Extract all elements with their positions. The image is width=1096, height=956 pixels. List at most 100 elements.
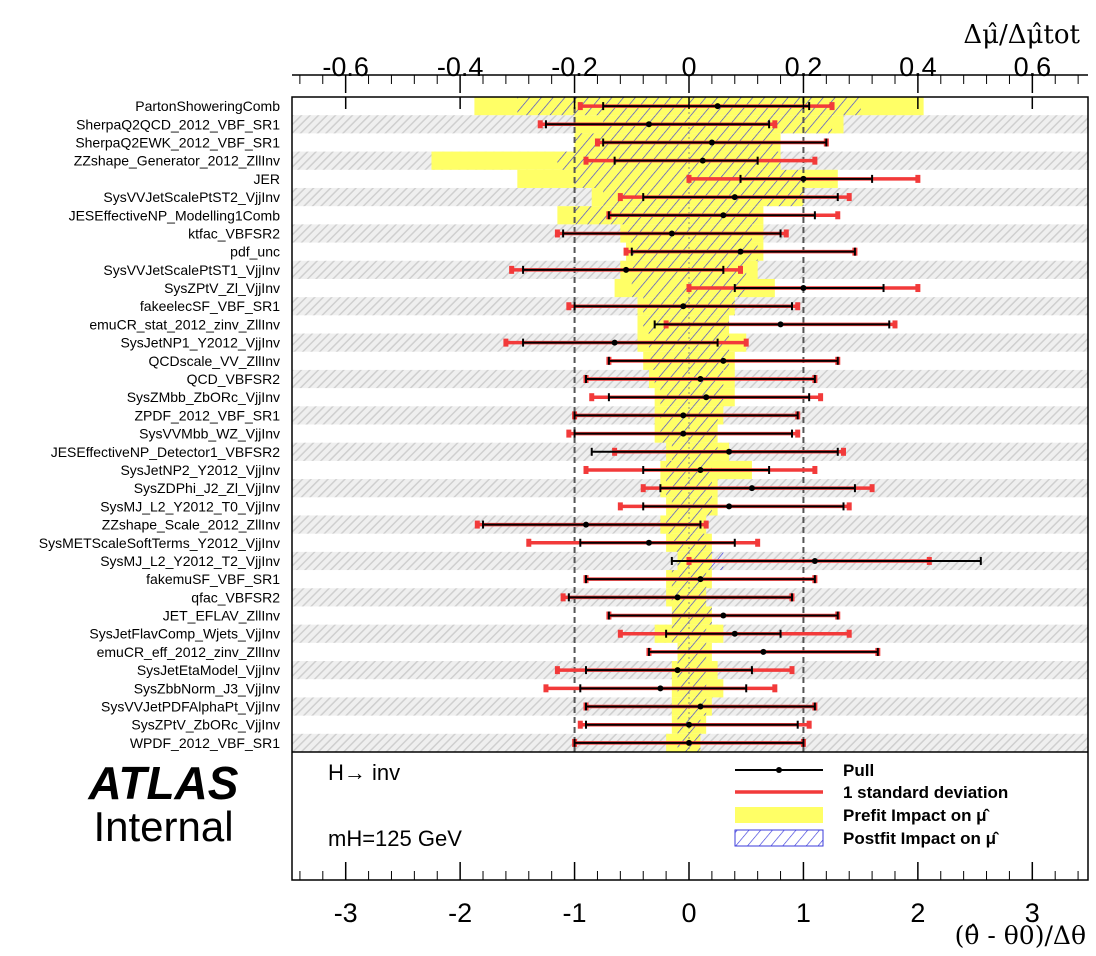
legend: H→ inv mH=125 GeV Pull 1 standard deviation… <box>328 760 1008 851</box>
pull-point <box>748 485 755 492</box>
pull-point <box>777 321 784 328</box>
sd-cap <box>783 229 789 238</box>
nuisance-parameter-label: SysZMbb_ZbORc_VjjInv <box>127 389 280 405</box>
nuisance-parameter-label: SherpaQ2EWK_2012_VBF_SR1 <box>75 134 280 150</box>
pull-point <box>686 739 692 746</box>
sd-cap <box>743 338 749 347</box>
pull-point <box>680 303 687 310</box>
sd-cap <box>617 193 623 202</box>
pull-point <box>714 103 721 110</box>
sd-cap <box>583 156 589 165</box>
sd-cap <box>835 211 841 220</box>
nuisance-parameter-label: ZZshape_Generator_2012_ZllInv <box>74 153 280 169</box>
nuisance-parameter-label: SysMJ_L2_Y2012_T2_VjjInv <box>100 553 280 569</box>
sd-cap <box>543 684 549 693</box>
pull-point <box>697 576 704 583</box>
nuisance-parameter-label: SysZbbNorm_J3_VjjInv <box>134 680 280 696</box>
sd-cap <box>526 538 532 547</box>
nuisance-parameter-label: ktfac_VBFSR2 <box>188 225 280 241</box>
nuisance-parameter-label: fakemuSF_VBF_SR1 <box>146 571 280 587</box>
legend-prefit-swatch <box>735 807 823 823</box>
pull-point <box>680 430 687 437</box>
bottom-axis-title: (θ̂ - θ0)/Δθ <box>955 921 1086 950</box>
top-tick-label: -0.4 <box>437 52 484 82</box>
pull-point <box>760 648 767 655</box>
legend-entry-label: 1 standard deviation <box>843 783 1008 802</box>
pull-point <box>811 557 818 564</box>
sd-cap <box>617 502 623 511</box>
pull-point <box>726 503 733 510</box>
sd-cap <box>915 174 921 183</box>
nuisance-parameter-label: emuCR_stat_2012_zinv_ZllInv <box>89 316 280 332</box>
bottom-tick-label: -1 <box>563 898 587 928</box>
nuisance-parameter-label: QCD_VBFSR2 <box>187 371 281 387</box>
sd-cap <box>840 447 846 456</box>
nuisance-parameter-label: fakeelecSF_VBF_SR1 <box>140 298 280 314</box>
atlas-brand: ATLAS Internal <box>76 760 251 848</box>
nuisance-parameter-label: SysZPtV_ZbORc_VjjInv <box>131 717 280 733</box>
pull-point <box>668 230 675 237</box>
top-tick-label: -0.2 <box>551 52 598 82</box>
nuisance-parameter-label: PartonShoweringComb <box>135 98 280 114</box>
nuisance-parameter-label: QCDscale_VV_ZllInv <box>149 353 281 369</box>
sd-cap <box>617 629 623 638</box>
legend-entry-label: Pull <box>843 761 874 780</box>
pull-point <box>674 594 681 601</box>
sd-cap <box>846 502 852 511</box>
pull-point <box>699 157 706 164</box>
top-tick-label: 0.2 <box>785 52 823 82</box>
axes: -3 -2 -1 0 1 2 3 -0.6 -0.4 -0.2 0 0.2 0.4 0.6Δμ̂/Δμ̂t… <box>292 20 1088 950</box>
nuisance-parameter-label: JER <box>254 171 280 187</box>
pull-point <box>583 521 590 528</box>
nuisance-parameter-label: SysMETScaleSoftTerms_Y2012_VjjInv <box>39 535 280 551</box>
sd-cap <box>772 120 778 129</box>
sd-cap <box>789 666 795 675</box>
pull-point <box>686 721 692 728</box>
mass-label: mH=125 GeV <box>328 826 462 851</box>
nuisance-parameter-label: SysJetEtaModel_VjjInv <box>137 662 280 678</box>
bottom-tick-label: 0 <box>681 898 696 928</box>
sd-cap <box>915 284 921 293</box>
sd-cap <box>566 302 572 311</box>
pull-point <box>703 394 710 401</box>
nuisance-parameter-label: SysZPtV_Zl_VjjInv <box>164 280 280 296</box>
legend-entry-label: Postfit Impact on μ̂ <box>843 829 1000 848</box>
sd-cap <box>554 229 560 238</box>
nuisance-parameter-label: SysVVMbb_WZ_VjjInv <box>139 426 280 442</box>
nuisance-parameter-label: SysVVJetPDFAlphaPt_VjjInv <box>101 699 280 715</box>
sd-cap <box>772 684 778 693</box>
bottom-tick-label: -2 <box>448 898 472 928</box>
pull-point <box>720 357 727 364</box>
sd-cap <box>509 265 515 274</box>
sd-cap <box>795 429 801 438</box>
channel-label: H→ inv <box>328 760 400 785</box>
top-tick-label: 0 <box>681 52 696 82</box>
nuisance-parameter-label: JESEffectiveNP_Modelling1Comb <box>69 207 281 223</box>
sd-cap <box>846 629 852 638</box>
nuisance-parameter-label: JESEffectiveNP_Detector1_VBFSR2 <box>51 444 281 460</box>
nuisance-parameter-label: ZPDF_2012_VBF_SR1 <box>134 407 280 423</box>
sd-cap <box>703 520 709 529</box>
bottom-tick-label: 1 <box>796 898 811 928</box>
pull-point <box>623 266 630 273</box>
sd-cap <box>686 174 692 183</box>
top-tick-label: 0.6 <box>1014 52 1052 82</box>
atlas-logo-text: ATLAS <box>88 757 239 809</box>
sd-cap <box>755 538 761 547</box>
sd-cap <box>623 247 629 256</box>
pull-point <box>611 339 618 346</box>
top-axis-title: Δμ̂/Δμ̂tot <box>963 20 1080 50</box>
sd-cap <box>812 465 818 474</box>
legend-pull-point <box>776 767 782 773</box>
pull-point <box>800 175 807 182</box>
nuisance-parameter-label: SysMJ_L2_Y2012_T0_VjjInv <box>100 498 280 514</box>
sd-cap <box>892 320 898 329</box>
pull-point <box>708 139 715 146</box>
pull-point <box>720 612 727 619</box>
nuisance-parameter-label: WPDF_2012_VBF_SR1 <box>130 735 280 751</box>
sd-cap <box>686 284 692 293</box>
nuisance-parameter-label: SysVVJetScalePtST1_VjjInv <box>103 262 280 278</box>
sd-cap <box>560 593 566 602</box>
pull-point <box>737 248 744 255</box>
sd-cap <box>818 393 824 402</box>
